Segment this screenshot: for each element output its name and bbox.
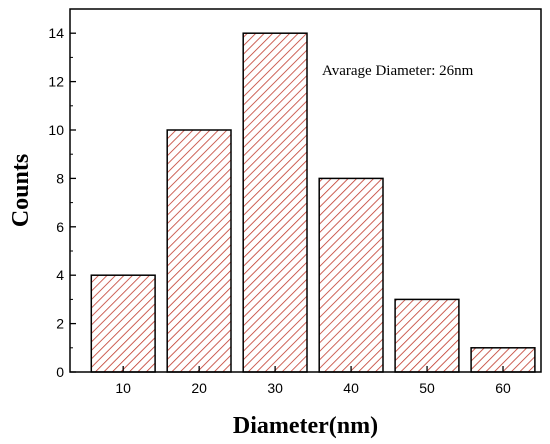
bar-40 xyxy=(318,177,384,373)
y-tick-label: 2 xyxy=(56,316,64,332)
bar-20 xyxy=(166,129,232,373)
y-tick-label: 4 xyxy=(56,267,64,283)
x-tick-label: 30 xyxy=(267,380,283,396)
y-tick-label: 12 xyxy=(48,74,64,90)
y-tick-label: 10 xyxy=(48,122,64,138)
y-tick-label: 8 xyxy=(56,170,64,186)
x-tick-label: 20 xyxy=(191,380,207,396)
x-tick-label: 10 xyxy=(115,380,131,396)
bar-30 xyxy=(242,32,308,373)
plot-area-frame xyxy=(69,8,542,373)
annotation-text: Avarage Diameter: 26nm xyxy=(322,63,474,79)
bar-50 xyxy=(394,298,460,373)
x-tick-label: 40 xyxy=(343,380,359,396)
y-tick-label: 0 xyxy=(56,364,64,380)
x-tick-label: 50 xyxy=(419,380,435,396)
x-axis-title: Diameter(nm) xyxy=(233,413,378,439)
bars-layer xyxy=(90,32,536,373)
y-axis-title: Counts xyxy=(8,154,34,227)
y-tick-label: 14 xyxy=(48,25,64,41)
y-tick-label: 6 xyxy=(56,219,64,235)
ticks-layer: 0 2 4 6 8 10 12 14 10 20 30 40 50 60 xyxy=(48,25,511,396)
x-tick-label: 60 xyxy=(495,380,511,396)
bar-10 xyxy=(90,274,156,373)
